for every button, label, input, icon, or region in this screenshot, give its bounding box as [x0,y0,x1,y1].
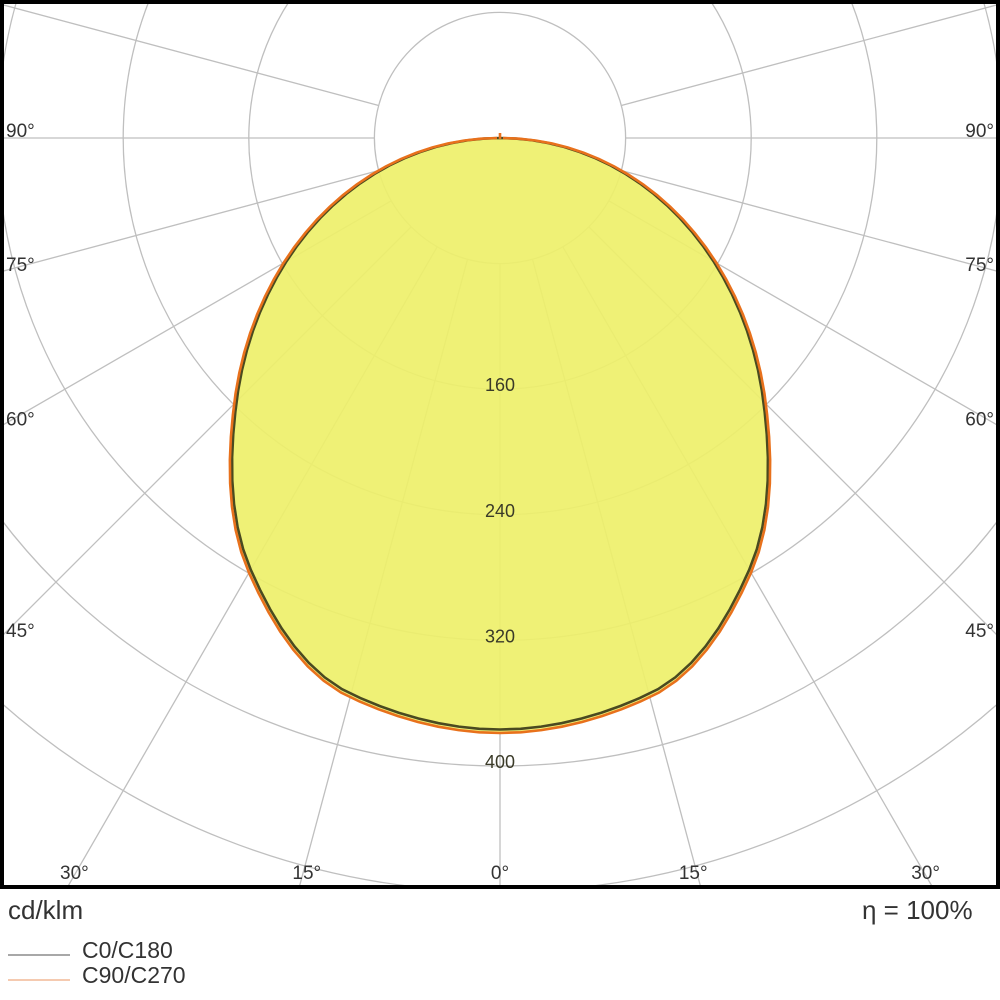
svg-text:90°: 90° [965,121,994,142]
svg-text:320: 320 [485,626,515,646]
svg-text:15°: 15° [679,863,708,884]
svg-text:90°: 90° [6,121,35,142]
svg-text:0°: 0° [491,863,509,884]
svg-text:45°: 45° [6,621,35,642]
svg-text:15°: 15° [292,863,321,884]
svg-text:240: 240 [485,501,515,521]
svg-text:45°: 45° [965,621,994,642]
svg-text:60°: 60° [965,410,994,431]
svg-text:75°: 75° [965,255,994,276]
svg-text:60°: 60° [6,410,35,431]
svg-text:30°: 30° [911,863,940,884]
svg-text:75°: 75° [6,255,35,276]
svg-text:30°: 30° [60,863,89,884]
svg-text:400: 400 [485,752,515,772]
svg-text:160: 160 [485,375,515,395]
